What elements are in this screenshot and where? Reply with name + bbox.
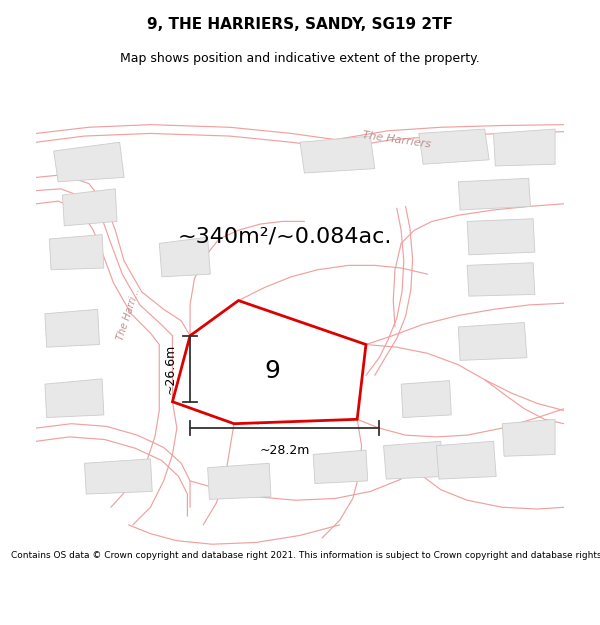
Polygon shape xyxy=(49,234,104,270)
Text: ~340m²/~0.084ac.: ~340m²/~0.084ac. xyxy=(178,226,392,246)
Polygon shape xyxy=(62,189,117,226)
Polygon shape xyxy=(467,219,535,255)
Text: ~28.2m: ~28.2m xyxy=(260,444,310,457)
Polygon shape xyxy=(300,136,375,173)
Text: 9, THE HARRIERS, SANDY, SG19 2TF: 9, THE HARRIERS, SANDY, SG19 2TF xyxy=(147,17,453,32)
Polygon shape xyxy=(208,463,271,499)
Polygon shape xyxy=(401,381,451,418)
Polygon shape xyxy=(159,238,210,277)
Text: ~26.6m: ~26.6m xyxy=(164,344,177,394)
Polygon shape xyxy=(54,142,124,182)
Polygon shape xyxy=(383,441,443,479)
Text: Contains OS data © Crown copyright and database right 2021. This information is : Contains OS data © Crown copyright and d… xyxy=(11,551,600,560)
Polygon shape xyxy=(419,129,489,164)
Text: Falcon Close: Falcon Close xyxy=(256,408,326,428)
Polygon shape xyxy=(45,309,100,347)
Text: Map shows position and indicative extent of the property.: Map shows position and indicative extent… xyxy=(120,52,480,65)
Polygon shape xyxy=(45,379,104,418)
Text: 9: 9 xyxy=(264,359,280,383)
Text: The Harriers: The Harriers xyxy=(362,130,431,149)
Polygon shape xyxy=(458,322,527,361)
Polygon shape xyxy=(502,419,555,456)
Polygon shape xyxy=(458,178,530,210)
Polygon shape xyxy=(313,450,368,484)
Polygon shape xyxy=(85,459,152,494)
Polygon shape xyxy=(467,262,535,296)
Polygon shape xyxy=(172,301,366,424)
Polygon shape xyxy=(494,129,555,166)
Polygon shape xyxy=(436,441,496,479)
Text: The Harri...: The Harri... xyxy=(115,286,142,341)
